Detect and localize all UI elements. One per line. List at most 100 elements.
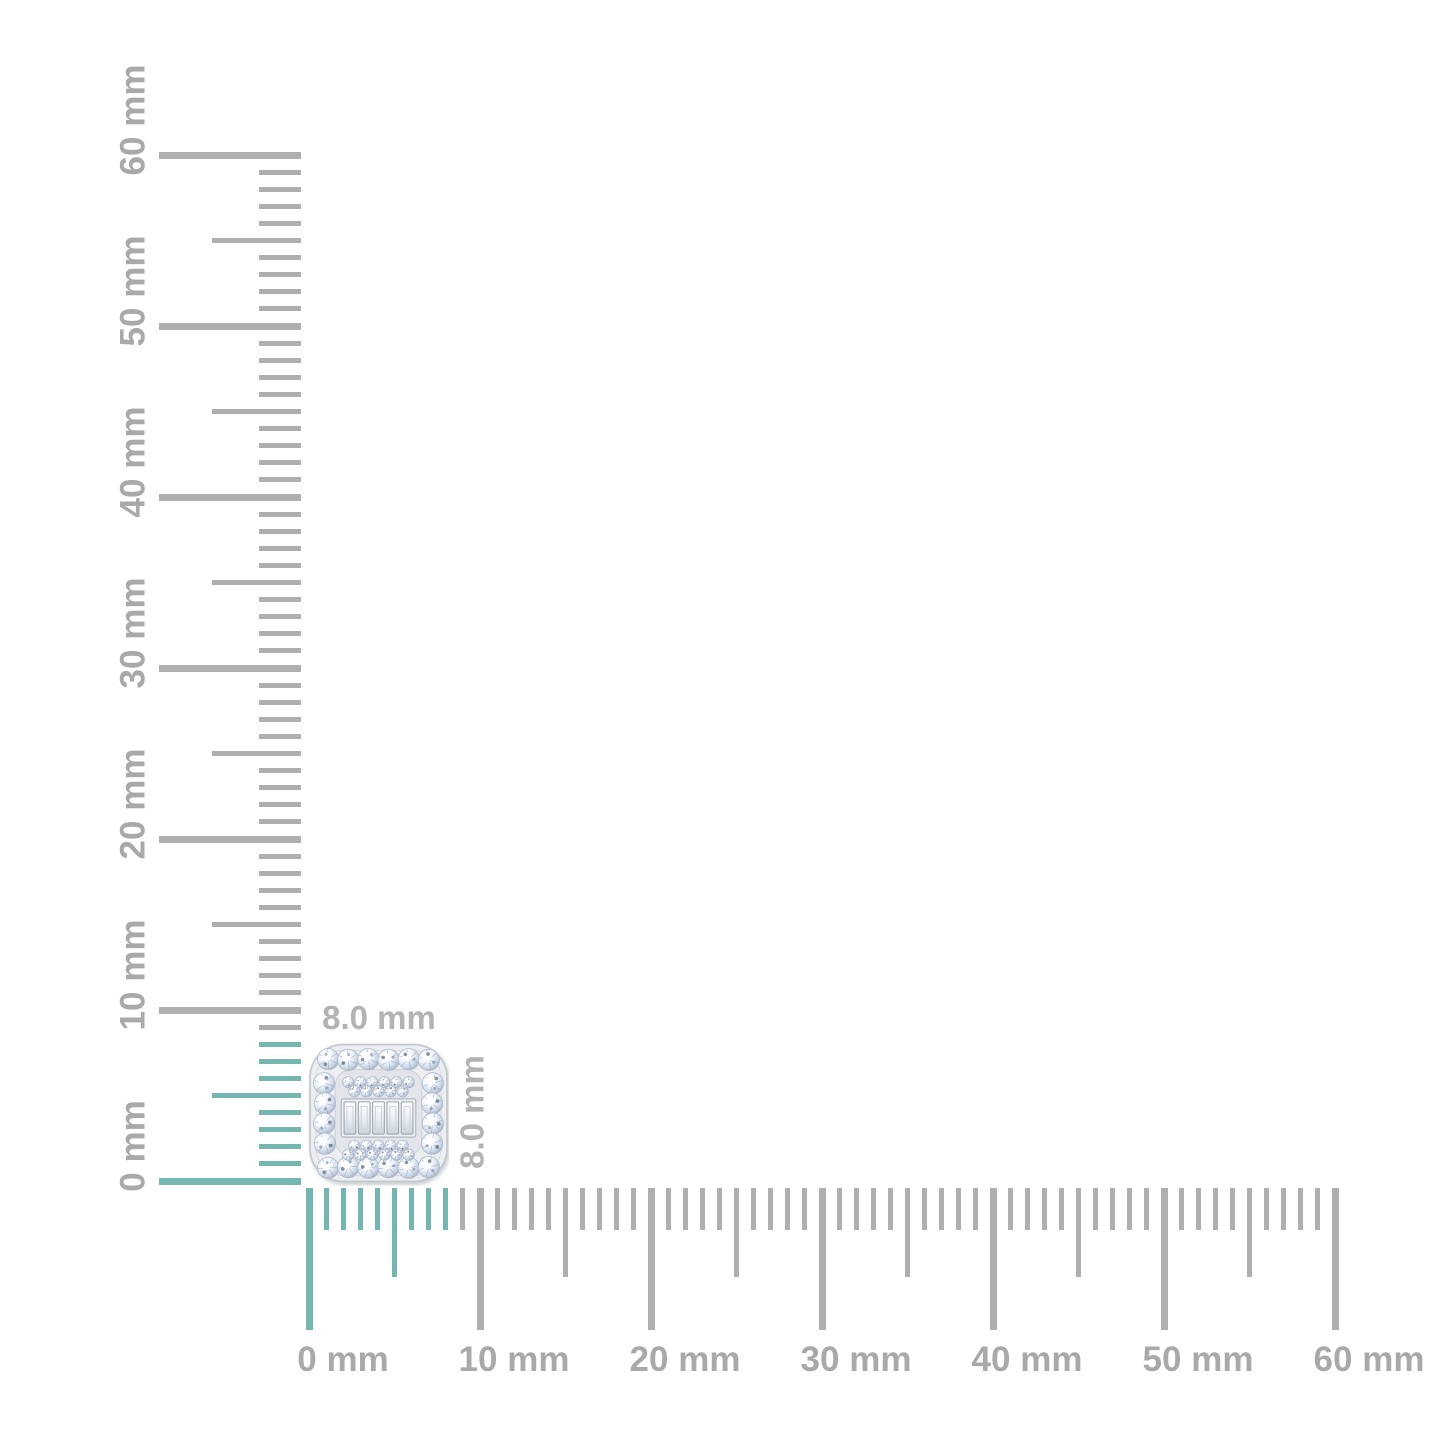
v-tick-28mm xyxy=(259,699,301,705)
h-tick-5mm xyxy=(392,1188,397,1277)
h-tick-31mm xyxy=(836,1188,842,1230)
h-tick-40mm xyxy=(989,1188,997,1330)
v-tick-34mm xyxy=(259,597,301,603)
v-tick-3mm xyxy=(259,1127,301,1133)
h-tick-11mm xyxy=(494,1188,500,1230)
h-tick-22mm xyxy=(682,1188,688,1230)
h-tick-48mm xyxy=(1127,1188,1133,1230)
v-ruler-label-10mm: 10 mm xyxy=(113,919,153,1031)
v-tick-13mm xyxy=(259,956,301,962)
v-tick-44mm xyxy=(259,426,301,432)
v-tick-15mm xyxy=(212,922,301,927)
h-tick-51mm xyxy=(1178,1188,1184,1230)
h-tick-34mm xyxy=(887,1188,893,1230)
v-tick-47mm xyxy=(259,374,301,380)
h-tick-9mm xyxy=(460,1188,466,1230)
h-ruler-label-30mm: 30 mm xyxy=(800,1340,912,1379)
h-tick-14mm xyxy=(545,1188,551,1230)
h-tick-43mm xyxy=(1041,1188,1047,1230)
v-tick-29mm xyxy=(259,682,301,688)
v-tick-38mm xyxy=(259,528,301,534)
v-tick-6mm xyxy=(259,1075,301,1081)
v-tick-60mm xyxy=(159,151,301,159)
v-tick-42mm xyxy=(259,460,301,466)
v-tick-25mm xyxy=(212,751,301,756)
v-tick-32mm xyxy=(259,631,301,637)
h-tick-54mm xyxy=(1229,1188,1235,1230)
h-tick-57mm xyxy=(1281,1188,1287,1230)
v-tick-18mm xyxy=(259,870,301,876)
v-tick-30mm xyxy=(159,664,301,672)
v-tick-22mm xyxy=(259,802,301,808)
h-tick-60mm xyxy=(1331,1188,1339,1330)
v-tick-43mm xyxy=(259,443,301,449)
h-tick-46mm xyxy=(1093,1188,1099,1230)
h-tick-50mm xyxy=(1160,1188,1168,1330)
h-ruler-label-0mm: 0 mm xyxy=(297,1340,389,1379)
v-tick-20mm xyxy=(159,835,301,843)
h-tick-6mm xyxy=(409,1188,415,1230)
v-tick-58mm xyxy=(259,186,301,192)
v-tick-51mm xyxy=(259,306,301,312)
h-tick-29mm xyxy=(802,1188,808,1230)
object-width-label: 8.0 mm xyxy=(322,999,436,1036)
v-tick-53mm xyxy=(259,272,301,278)
h-ruler-label-60mm: 60 mm xyxy=(1313,1340,1425,1379)
h-tick-30mm xyxy=(818,1188,826,1330)
h-tick-41mm xyxy=(1007,1188,1013,1230)
v-tick-0mm xyxy=(159,1177,301,1185)
h-tick-8mm xyxy=(443,1188,449,1230)
h-tick-47mm xyxy=(1110,1188,1116,1230)
v-tick-16mm xyxy=(259,904,301,910)
h-tick-53mm xyxy=(1212,1188,1218,1230)
v-tick-10mm xyxy=(159,1006,301,1014)
h-ruler-label-20mm: 20 mm xyxy=(629,1340,741,1379)
v-tick-55mm xyxy=(212,238,301,243)
h-tick-56mm xyxy=(1264,1188,1270,1230)
h-tick-2mm xyxy=(340,1188,346,1230)
v-ruler-label-20mm: 20 mm xyxy=(113,748,153,860)
v-tick-12mm xyxy=(259,973,301,979)
h-tick-59mm xyxy=(1315,1188,1321,1230)
h-tick-13mm xyxy=(528,1188,534,1230)
h-tick-42mm xyxy=(1024,1188,1030,1230)
v-tick-11mm xyxy=(259,990,301,996)
v-ruler-label-0mm: 0 mm xyxy=(113,1100,153,1192)
v-tick-46mm xyxy=(259,391,301,397)
v-tick-37mm xyxy=(259,545,301,551)
h-tick-44mm xyxy=(1058,1188,1064,1230)
v-tick-19mm xyxy=(259,853,301,859)
h-tick-24mm xyxy=(716,1188,722,1230)
h-tick-49mm xyxy=(1144,1188,1150,1230)
v-tick-9mm xyxy=(259,1024,301,1030)
v-tick-31mm xyxy=(259,648,301,654)
h-tick-15mm xyxy=(563,1188,568,1277)
h-tick-36mm xyxy=(922,1188,928,1230)
v-tick-54mm xyxy=(259,255,301,261)
v-ruler-label-60mm: 60 mm xyxy=(113,64,153,176)
v-tick-56mm xyxy=(259,220,301,226)
h-tick-58mm xyxy=(1298,1188,1304,1230)
v-tick-5mm xyxy=(212,1093,301,1098)
h-tick-3mm xyxy=(357,1188,363,1230)
object-height-label: 8.0 mm xyxy=(453,1055,491,1169)
v-tick-1mm xyxy=(259,1161,301,1167)
v-tick-7mm xyxy=(259,1058,301,1064)
h-tick-55mm xyxy=(1247,1188,1252,1277)
v-tick-36mm xyxy=(259,562,301,568)
h-tick-27mm xyxy=(768,1188,774,1230)
v-ruler-label-40mm: 40 mm xyxy=(113,406,153,518)
v-tick-8mm xyxy=(259,1041,301,1047)
h-tick-16mm xyxy=(580,1188,586,1230)
v-tick-49mm xyxy=(259,340,301,346)
h-tick-23mm xyxy=(699,1188,705,1230)
h-tick-28mm xyxy=(785,1188,791,1230)
h-ruler-label-10mm: 10 mm xyxy=(458,1340,570,1379)
v-tick-21mm xyxy=(259,819,301,825)
v-tick-48mm xyxy=(259,357,301,363)
h-tick-35mm xyxy=(905,1188,910,1277)
h-tick-10mm xyxy=(476,1188,484,1330)
h-tick-32mm xyxy=(853,1188,859,1230)
v-tick-2mm xyxy=(259,1144,301,1150)
h-tick-17mm xyxy=(597,1188,603,1230)
